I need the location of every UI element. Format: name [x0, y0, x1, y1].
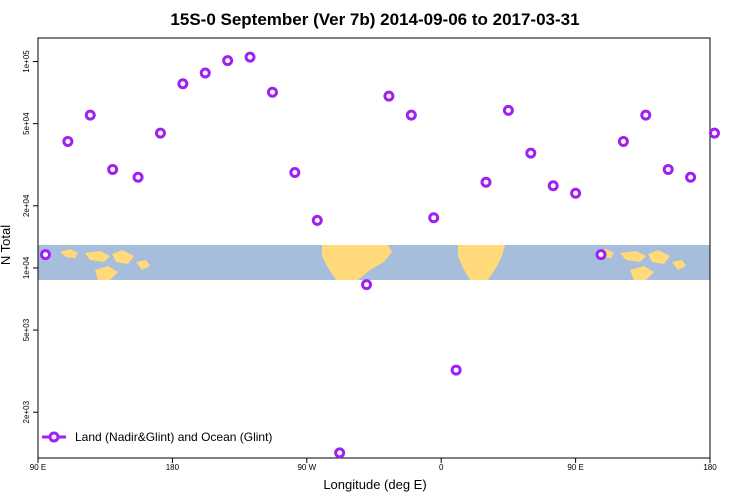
legend-label: Land (Nadir&Glint) and Ocean (Glint) — [75, 430, 272, 444]
data-point — [222, 55, 234, 67]
data-point — [525, 147, 537, 159]
chart-title: 15S-0 September (Ver 7b) 2014-09-06 to 2… — [170, 10, 579, 29]
map-land-south-america — [322, 245, 392, 280]
y-tick-label: 1e+05 — [22, 50, 31, 73]
x-tick-label: 180 — [166, 463, 180, 472]
data-point — [107, 163, 119, 175]
y-tick-label: 2e+04 — [22, 194, 31, 217]
data-point — [154, 127, 166, 139]
data-point — [84, 109, 96, 121]
y-axis-label: N Total — [0, 225, 13, 265]
data-point — [132, 171, 144, 183]
data-point — [480, 176, 492, 188]
data-point — [39, 249, 51, 261]
x-tick-label: 90 E — [30, 463, 46, 472]
y-tick-label: 5e+03 — [22, 318, 31, 341]
x-axis-label: Longitude (deg E) — [323, 477, 426, 492]
data-point — [311, 214, 323, 226]
data-point — [617, 135, 629, 147]
map-land-africa — [458, 245, 505, 280]
map-land-papua-right — [620, 251, 646, 262]
map-land-australia-left — [95, 266, 118, 280]
data-point — [685, 171, 697, 183]
map-land-islands-right — [648, 250, 670, 264]
data-point — [361, 279, 373, 291]
data-point — [266, 86, 278, 98]
map-land-islands-left — [112, 250, 134, 264]
data-point — [708, 127, 720, 139]
x-tick-label: 180 — [703, 463, 717, 472]
data-point — [547, 180, 559, 192]
data-point — [428, 212, 440, 224]
data-point — [289, 166, 301, 178]
x-tick-label: 90 E — [567, 463, 583, 472]
map-land-australia-right — [630, 266, 654, 280]
x-axis: 90 E 180 90 W 0 90 E 180 — [30, 458, 717, 472]
data-point — [199, 67, 211, 79]
y-axis: 2e+03 5e+03 1e+04 2e+04 5e+04 1e+05 — [22, 50, 38, 423]
legend-swatch-marker — [48, 431, 60, 443]
y-tick-label: 2e+03 — [22, 400, 31, 423]
data-point — [662, 163, 674, 175]
data-point — [383, 90, 395, 102]
data-point — [502, 104, 514, 116]
map-land-pacific-left — [136, 260, 150, 270]
data-point — [450, 364, 462, 376]
map-land-australasia-left — [60, 249, 78, 258]
data-point — [62, 135, 74, 147]
data-point — [177, 78, 189, 90]
data-point — [244, 51, 256, 63]
data-point — [405, 109, 417, 121]
x-tick-label: 0 — [439, 463, 444, 472]
data-points — [39, 51, 720, 459]
map-land-pacific-right — [672, 260, 686, 270]
y-tick-label: 1e+04 — [22, 256, 31, 279]
map-band — [38, 245, 710, 280]
data-point — [334, 447, 346, 459]
plot-frame — [37, 37, 711, 459]
data-point — [570, 187, 582, 199]
y-tick-label: 5e+04 — [22, 112, 31, 135]
map-land-papua-left — [85, 251, 110, 262]
data-point — [595, 249, 607, 261]
data-point — [640, 109, 652, 121]
x-tick-label: 90 W — [297, 463, 316, 472]
legend: Land (Nadir&Glint) and Ocean (Glint) — [42, 430, 272, 444]
